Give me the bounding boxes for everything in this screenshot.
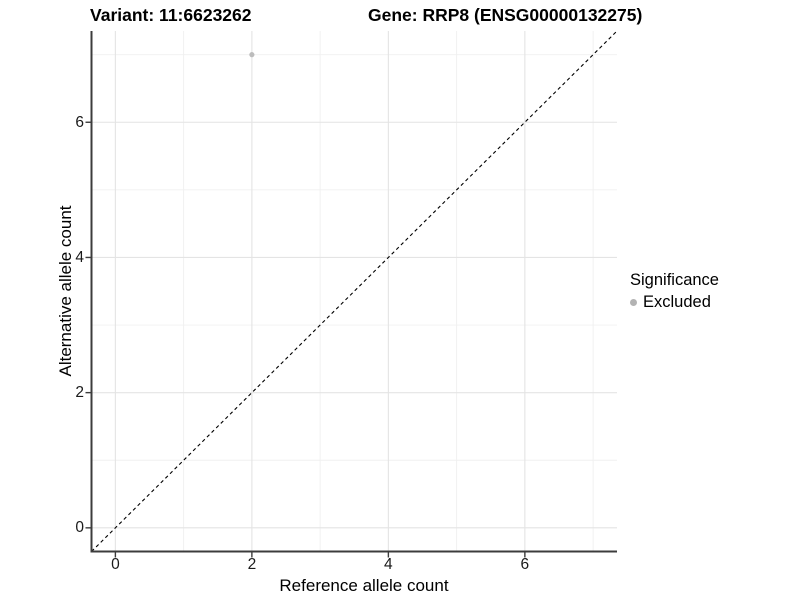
y-tick-label: 2: [75, 384, 84, 402]
x-tick-label: 0: [111, 556, 120, 573]
data-point: [249, 52, 255, 58]
x-tick-label: 6: [520, 556, 530, 573]
legend-entry-label: Excluded: [643, 293, 711, 311]
y-axis-title: Alternative allele count: [56, 205, 75, 377]
plot-title-variant: Variant: 11:6623262: [90, 5, 252, 25]
y-tick-label: 4: [75, 248, 84, 266]
legend: Significance Excluded: [630, 271, 719, 312]
plot-title-gene: Gene: RRP8 (ENSG00000132275): [368, 5, 643, 25]
legend-title: Significance: [630, 271, 719, 289]
x-tick-label: 4: [384, 556, 393, 573]
x-tick-label: 2: [247, 556, 257, 573]
y-tick-label: 6: [75, 113, 84, 131]
legend-entry: Excluded: [630, 293, 719, 312]
x-axis-title: Reference allele count: [279, 576, 449, 595]
legend-entries: Excluded: [630, 293, 719, 312]
identity-line: [91, 30, 618, 552]
y-tick-label: 0: [75, 519, 84, 537]
legend-key-dot-icon: [630, 299, 637, 306]
